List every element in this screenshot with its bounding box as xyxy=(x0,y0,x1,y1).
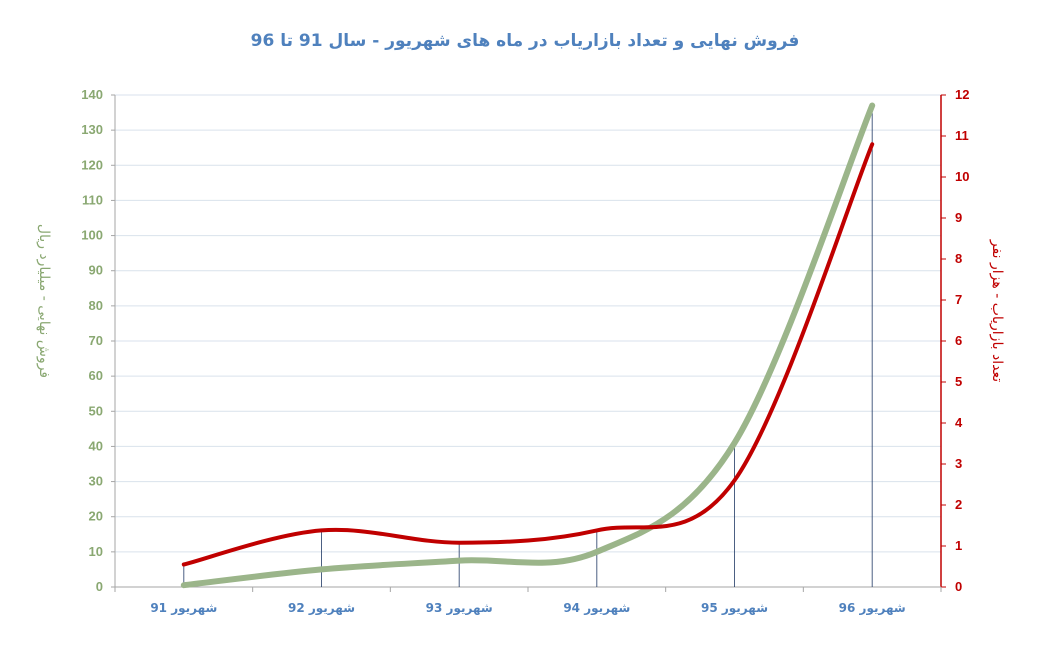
data-point-marketers xyxy=(457,541,461,545)
y-tick-label-left: 130 xyxy=(81,122,103,137)
y-tick-label-right: 5 xyxy=(955,374,962,389)
y-tick-label-right: 2 xyxy=(955,497,962,512)
y-tick-label-left: 80 xyxy=(89,298,103,313)
series-line-marketers xyxy=(181,142,875,567)
x-tick-label: شهریور 96 xyxy=(839,601,906,616)
data-point-marketers xyxy=(182,562,186,566)
x-tick-label: شهریور 91 xyxy=(150,601,217,616)
y-tick-label-right: 9 xyxy=(955,210,962,225)
y-tick-label-left: 30 xyxy=(89,474,103,489)
y-tick-label-left: 50 xyxy=(89,403,103,418)
data-point-sales xyxy=(181,583,186,588)
y-tick-label-left: 90 xyxy=(89,263,103,278)
y-tick-label-left: 110 xyxy=(82,192,103,207)
x-tick-label: شهریور 93 xyxy=(426,601,493,616)
y-tick-label-left: 100 xyxy=(81,228,103,243)
y-axis-title-right: تعداد بازاریاب - هزار نفر xyxy=(989,239,1005,382)
y-axis-title-left: فروش نهایی - میلیارد ریال xyxy=(36,224,52,378)
y-tick-label-left: 120 xyxy=(81,157,103,172)
y-tick-label-left: 0 xyxy=(96,579,103,594)
data-point-marketers xyxy=(595,528,599,532)
data-point-sales xyxy=(457,558,462,563)
data-point-marketers xyxy=(320,528,323,532)
y-tick-label-right: 1 xyxy=(955,538,962,553)
y-tick-label-right: 3 xyxy=(955,456,962,471)
y-tick-label-left: 40 xyxy=(89,438,103,453)
chart-title: فروش نهایی و تعداد بازاریاب در ماه های ش… xyxy=(251,31,800,51)
x-tick-label: شهریور 95 xyxy=(701,601,768,616)
y-tick-label-left: 60 xyxy=(89,368,103,383)
y-tick-label-right: 10 xyxy=(955,169,969,184)
y-tick-label-right: 6 xyxy=(955,333,962,348)
y-tick-label-left: 140 xyxy=(81,87,103,102)
y-tick-label-right: 7 xyxy=(955,292,962,307)
data-point-marketers xyxy=(870,142,874,146)
x-tick-label: شهریور 94 xyxy=(563,601,630,616)
y-tick-label-right: 12 xyxy=(955,87,969,102)
data-point-marketers xyxy=(733,478,736,482)
data-point-sales xyxy=(319,567,324,572)
series-line-sales xyxy=(180,102,876,589)
data-point-sales xyxy=(732,440,737,445)
y-tick-label-right: 0 xyxy=(955,579,962,594)
y-tick-label-right: 11 xyxy=(955,128,969,143)
data-point-sales xyxy=(594,549,599,554)
y-tick-label-left: 10 xyxy=(89,544,103,559)
y-tick-label-right: 8 xyxy=(955,251,962,266)
y-tick-label-left: 20 xyxy=(89,509,103,524)
y-tick-label-right: 4 xyxy=(955,415,963,430)
x-tick-label: شهریور 92 xyxy=(288,601,355,616)
y-tick-label-left: 70 xyxy=(89,333,103,348)
data-point-sales xyxy=(870,103,875,108)
